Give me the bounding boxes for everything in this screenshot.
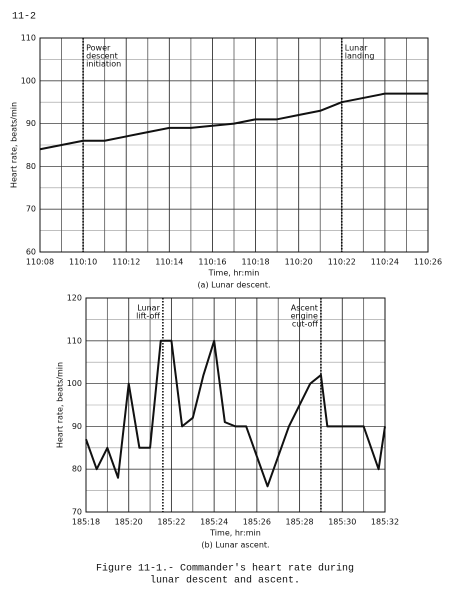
annotation-text: landing bbox=[345, 52, 375, 61]
y-tick-label: 110 bbox=[67, 336, 82, 345]
y-tick-label: 100 bbox=[21, 76, 36, 85]
x-tick-label: 110:14 bbox=[155, 258, 183, 267]
plot-frame bbox=[85, 297, 386, 513]
annotation-text: initiation bbox=[86, 60, 121, 69]
x-tick-label: 185:30 bbox=[328, 518, 356, 527]
page-label: 11-2 bbox=[12, 12, 36, 23]
x-tick-label: 110:24 bbox=[371, 258, 399, 267]
x-tick-label: 185:28 bbox=[285, 518, 313, 527]
data-line bbox=[85, 339, 386, 488]
y-axis-label: Heart rate, beats/min bbox=[56, 362, 65, 448]
y-tick-label: 80 bbox=[26, 162, 36, 171]
annotation-text: cut-off bbox=[292, 320, 319, 329]
x-tick-label: 185:24 bbox=[200, 518, 228, 527]
x-axis-label: Time, hr:min bbox=[208, 269, 260, 278]
y-tick-label: 100 bbox=[67, 379, 82, 388]
x-tick-label: 185:18 bbox=[72, 518, 100, 527]
figure-caption: lunar descent and ascent. bbox=[150, 575, 300, 587]
x-tick-label: 185:32 bbox=[371, 518, 399, 527]
x-tick-label: 110:08 bbox=[26, 258, 54, 267]
x-tick-label: 110:10 bbox=[69, 258, 97, 267]
x-tick-label: 185:22 bbox=[157, 518, 185, 527]
annotation-text: Power bbox=[86, 44, 111, 53]
x-tick-label: 185:20 bbox=[115, 518, 143, 527]
annotation-text: engine bbox=[291, 312, 318, 321]
y-tick-label: 70 bbox=[26, 205, 36, 214]
annotation-text: Ascent bbox=[291, 304, 318, 313]
x-tick-label: 185:26 bbox=[243, 518, 271, 527]
chart-caption: (b) Lunar ascent. bbox=[201, 541, 269, 550]
x-axis-label: Time, hr:min bbox=[209, 529, 261, 538]
data-line bbox=[39, 92, 428, 151]
x-tick-label: 110:12 bbox=[112, 258, 140, 267]
x-tick-label: 110:16 bbox=[198, 258, 226, 267]
y-tick-label: 80 bbox=[72, 465, 82, 474]
y-tick-label: 110 bbox=[21, 34, 36, 43]
y-tick-label: 90 bbox=[26, 119, 36, 128]
x-tick-label: 110:26 bbox=[414, 258, 442, 267]
x-tick-label: 110:22 bbox=[328, 258, 356, 267]
y-tick-label: 120 bbox=[67, 294, 82, 303]
y-tick-label: 70 bbox=[72, 508, 82, 517]
y-tick-label: 60 bbox=[26, 248, 36, 257]
plot-frame bbox=[39, 37, 429, 253]
annotation-text: lift-off bbox=[136, 312, 160, 321]
figure-caption: Figure 11-1.- Commander's heart rate dur… bbox=[96, 563, 354, 575]
chart-caption: (a) Lunar descent. bbox=[197, 281, 270, 290]
annotation-text: Lunar bbox=[345, 44, 368, 53]
x-tick-label: 110:20 bbox=[285, 258, 313, 267]
y-axis-label: Heart rate, beats/min bbox=[10, 102, 19, 188]
x-tick-label: 110:18 bbox=[241, 258, 269, 267]
y-tick-label: 90 bbox=[72, 422, 82, 431]
annotation-text: Lunar bbox=[137, 304, 160, 313]
annotation-text: descent bbox=[86, 52, 118, 61]
